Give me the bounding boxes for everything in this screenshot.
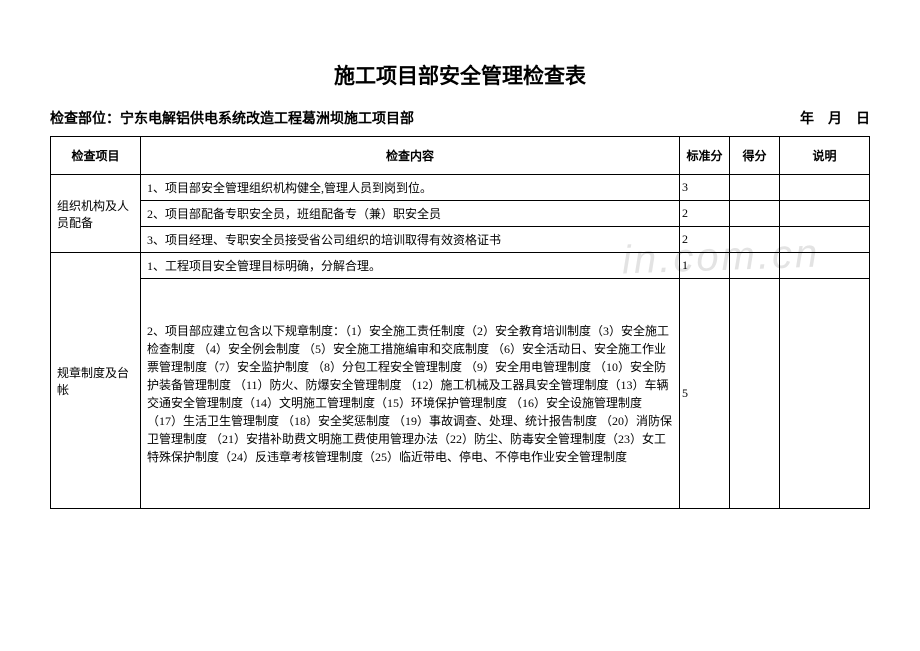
table-row: 2、项目部配备专职安全员，班组配备专（兼）职安全员 2 <box>51 201 870 227</box>
std-cell: 5 <box>680 279 730 509</box>
std-cell: 3 <box>680 175 730 201</box>
content-cell: 1、工程项目安全管理目标明确，分解合理。 <box>141 253 680 279</box>
note-cell <box>780 227 870 253</box>
content-cell-long: 2、项目部应建立包含以下规章制度：（1）安全施工责任制度（2）安全教育培训制度（… <box>141 279 680 509</box>
content-cell: 3、项目经理、专职安全员接受省公司组织的培训取得有效资格证书 <box>141 227 680 253</box>
header-item: 检查项目 <box>51 137 141 175</box>
std-cell: 2 <box>680 201 730 227</box>
header-note: 说明 <box>780 137 870 175</box>
note-cell <box>780 175 870 201</box>
table-row: 3、项目经理、专职安全员接受省公司组织的培训取得有效资格证书 2 <box>51 227 870 253</box>
score-cell <box>730 227 780 253</box>
table-row: 规章制度及台帐 1、工程项目安全管理目标明确，分解合理。 1 <box>51 253 870 279</box>
score-cell <box>730 279 780 509</box>
page-title: 施工项目部安全管理检查表 <box>50 60 870 90</box>
std-cell: 2 <box>680 227 730 253</box>
std-cell: 1 <box>680 253 730 279</box>
score-cell <box>730 175 780 201</box>
subtitle-row: 检查部位：宁东电解铝供电系统改造工程葛洲坝施工项目部 年 月 日 <box>50 108 870 128</box>
inspection-table: 检查项目 检查内容 标准分 得分 说明 组织机构及人员配备 1、项目部安全管理组… <box>50 136 870 509</box>
table-row: 组织机构及人员配备 1、项目部安全管理组织机构健全,管理人员到岗到位。 3 <box>51 175 870 201</box>
section-label-org: 组织机构及人员配备 <box>51 175 141 253</box>
header-content: 检查内容 <box>141 137 680 175</box>
note-cell <box>780 279 870 509</box>
header-score: 得分 <box>730 137 780 175</box>
date-placeholder: 年 月 日 <box>800 108 870 128</box>
inspection-location: 检查部位：宁东电解铝供电系统改造工程葛洲坝施工项目部 <box>50 108 414 128</box>
header-std: 标准分 <box>680 137 730 175</box>
score-cell <box>730 201 780 227</box>
note-cell <box>780 253 870 279</box>
content-cell: 1、项目部安全管理组织机构健全,管理人员到岗到位。 <box>141 175 680 201</box>
score-cell <box>730 253 780 279</box>
note-cell <box>780 201 870 227</box>
table-header-row: 检查项目 检查内容 标准分 得分 说明 <box>51 137 870 175</box>
content-cell: 2、项目部配备专职安全员，班组配备专（兼）职安全员 <box>141 201 680 227</box>
table-row: 2、项目部应建立包含以下规章制度：（1）安全施工责任制度（2）安全教育培训制度（… <box>51 279 870 509</box>
section-label-rules: 规章制度及台帐 <box>51 253 141 509</box>
